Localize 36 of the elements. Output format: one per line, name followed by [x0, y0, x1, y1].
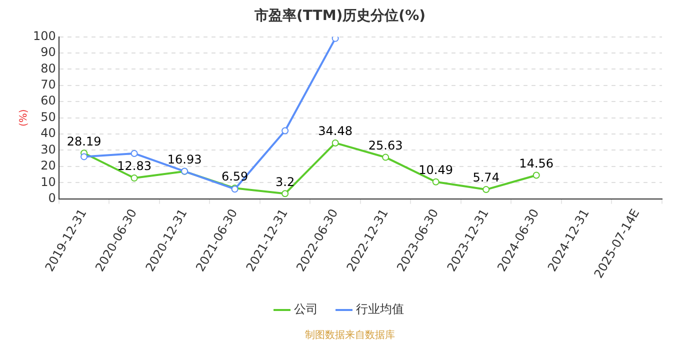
- y-tick-label: 10: [40, 174, 56, 189]
- data-label: 12.83: [117, 159, 152, 174]
- data-label: 34.48: [318, 124, 353, 138]
- point: [532, 172, 540, 179]
- legend-label: 公司: [294, 302, 318, 316]
- y-tick-label: 60: [40, 94, 56, 108]
- point: [382, 154, 390, 161]
- data-label: 25.63: [368, 138, 403, 152]
- y-tick-label: 80: [40, 61, 56, 76]
- point: [332, 139, 339, 146]
- y-tick-label: 100: [33, 28, 56, 43]
- y-tick-label: 0: [48, 190, 56, 205]
- point: [282, 127, 289, 134]
- data-label: 14.56: [519, 156, 554, 170]
- point: [432, 178, 440, 186]
- y-tick-label: 50: [40, 110, 56, 124]
- point: [130, 150, 138, 157]
- point: [482, 186, 490, 194]
- y-tick-label: 40: [40, 126, 56, 140]
- y-tick-label: 70: [40, 78, 56, 92]
- data-label: 10.49: [418, 162, 454, 177]
- point: [332, 36, 339, 42]
- chart-title: 市盈率(TTM)历史分位(%): [254, 7, 426, 24]
- y-axis-title: (%): [18, 109, 30, 126]
- point: [282, 190, 289, 198]
- y-tick-label: 20: [40, 158, 56, 173]
- data-label: 16.93: [167, 152, 202, 167]
- point: [80, 153, 88, 160]
- data-label: 28.19: [66, 134, 102, 148]
- point: [130, 174, 138, 182]
- data-label: 5.74: [472, 170, 500, 185]
- data-label: 3.2: [276, 174, 295, 189]
- y-tick-label: 90: [40, 45, 56, 60]
- text: 制图数据来自数据库: [304, 328, 396, 342]
- y-tick-label: 30: [40, 142, 56, 156]
- legend-label: 行业均值: [356, 302, 404, 316]
